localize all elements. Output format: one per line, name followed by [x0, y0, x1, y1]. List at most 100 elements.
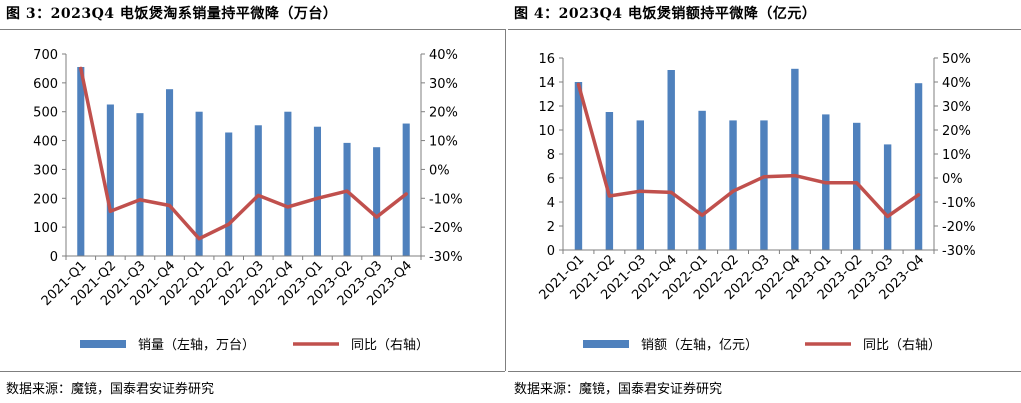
bar [636, 120, 645, 251]
right-tick-label: 40% [942, 76, 971, 91]
data-source: 数据来源：魔镜，国泰君安证券研究 [514, 382, 723, 397]
left-tick-label: 6 [547, 172, 555, 187]
left-tick-label: 4 [547, 196, 555, 211]
source-rule [0, 371, 505, 372]
sales-volume-chart: 0 100 200 300 400 500 600 700 -30% -20% -10% 0% 10% 2… [33, 48, 463, 353]
bar [136, 113, 144, 257]
data-source: 数据来源：魔镜，国泰君安证券研究 [6, 382, 215, 397]
yoy-point [80, 67, 82, 69]
right-tick-label: 30% [942, 100, 971, 115]
bar [313, 126, 322, 256]
yoy-point [639, 190, 641, 192]
yoy-point [825, 182, 827, 184]
sales-amount-chart: 0 2 4 6 8 10 12 14 16 -30% -20% -10% 0% 10% 20% 30% 40% 5… [537, 52, 976, 353]
chart-panel-left: 图 3：2023Q4 电饭煲淘系销量持平微降（万台） 0 100 200 300 400… [0, 0, 505, 403]
bar [343, 142, 351, 256]
bar [883, 144, 892, 250]
left-tick-label: 400 [33, 135, 58, 150]
right-tick-label: 10% [429, 135, 458, 150]
right-tick-label: 30% [429, 77, 458, 92]
yoy-point [794, 175, 796, 177]
bar [852, 122, 861, 250]
legend-bar-swatch [583, 340, 629, 348]
right-tick-label: 20% [429, 106, 458, 121]
legend-bar-swatch [80, 340, 126, 348]
right-tick-label: 0% [429, 163, 450, 178]
source-rule [508, 371, 1021, 372]
bar [791, 68, 799, 250]
left-tick-label: 0 [547, 244, 555, 259]
left-tick-label: 8 [547, 148, 555, 163]
yoy-point [316, 197, 318, 199]
right-tick-label: -30% [942, 244, 976, 259]
yoy-point [887, 215, 889, 217]
left-tick-label: 16 [538, 52, 555, 67]
legend-line-label: 同比（右轴） [863, 338, 941, 353]
yoy-point [109, 210, 111, 212]
right-tick-label: 10% [942, 148, 971, 163]
yoy-point [376, 216, 378, 218]
left-tick-label: 100 [33, 221, 58, 236]
yoy-point [228, 223, 230, 225]
bar [106, 104, 114, 256]
right-tick-label: 40% [429, 48, 458, 63]
legend-line-label: 同比（右轴） [351, 338, 429, 353]
left-tick-label: 600 [33, 77, 58, 92]
bar [914, 83, 923, 250]
bar [698, 110, 706, 250]
yoy-point [139, 199, 141, 201]
right-tick-label: -30% [429, 250, 463, 265]
bar [195, 111, 203, 256]
right-tick-label: -10% [429, 192, 463, 207]
yoy-line [576, 82, 921, 219]
left-tick-label: 14 [538, 76, 555, 91]
left-tick-label: 200 [33, 192, 58, 207]
yoy-point [856, 182, 858, 184]
yoy-point [670, 191, 672, 193]
left-tick-label: 2 [547, 220, 555, 235]
bar [254, 125, 262, 256]
yoy-point [701, 214, 703, 216]
yoy-line [79, 66, 408, 241]
left-tick-label: 10 [538, 124, 555, 139]
yoy-point [169, 205, 171, 206]
title-rule [0, 29, 505, 30]
yoy-point [287, 206, 289, 208]
bar [729, 120, 737, 251]
bar [760, 120, 768, 251]
yoy-point [346, 190, 348, 192]
bar [605, 112, 614, 250]
yoy-point [577, 83, 579, 85]
bar [225, 132, 233, 256]
title-rule [508, 29, 1021, 30]
yoy-point [608, 195, 610, 197]
right-tick-label: -20% [942, 220, 976, 235]
chart-panel-right: 图 4：2023Q4 电饭煲销额持平微降（亿元） 0 2 4 6 8 10 12 14 16 -3… [508, 0, 1021, 403]
bar [165, 89, 174, 256]
yoy-point [732, 190, 734, 192]
left-tick-label: 700 [33, 48, 58, 63]
bar [77, 66, 85, 256]
right-tick-label: 0% [942, 172, 963, 187]
yoy-point [198, 238, 200, 240]
bar [284, 111, 292, 256]
figure-title: 图 3：2023Q4 电饭煲淘系销量持平微降（万台） [6, 6, 338, 22]
right-tick-label: 20% [942, 124, 971, 139]
legend-bar-label: 销量（左轴，万台） [138, 338, 255, 353]
panel-divider [505, 29, 506, 371]
right-tick-label: 50% [942, 52, 971, 67]
yoy-point [405, 193, 407, 195]
legend-bar-label: 销额（左轴，亿元） [641, 338, 758, 353]
yoy-point [918, 194, 920, 196]
left-tick-label: 0 [50, 250, 58, 265]
bar [574, 82, 583, 250]
bar [402, 123, 410, 256]
right-tick-label: -10% [942, 196, 976, 211]
bar [667, 70, 675, 250]
left-tick-label: 12 [538, 100, 555, 115]
left-tick-label: 500 [33, 106, 58, 121]
right-tick-label: -20% [429, 221, 463, 236]
yoy-point [257, 194, 259, 196]
left-tick-label: 300 [33, 163, 58, 178]
figure-title: 图 4：2023Q4 电饭煲销额持平微降（亿元） [514, 6, 817, 22]
